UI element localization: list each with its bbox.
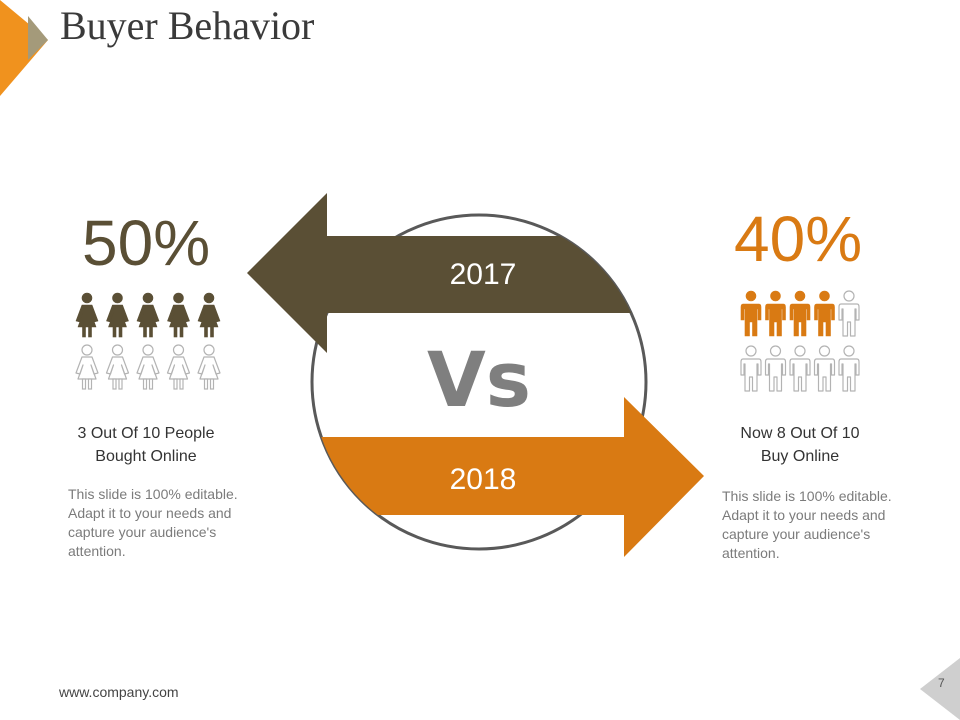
left-headline-line1: 3 Out Of 10 People bbox=[77, 425, 215, 442]
male-person-icon-outline bbox=[764, 345, 787, 392]
left-headline-line2: Bought Online bbox=[95, 448, 197, 465]
male-person-icon-outline bbox=[789, 345, 811, 392]
female-person-icon-filled bbox=[106, 292, 129, 338]
male-person-icon-outline bbox=[813, 345, 836, 392]
right-headline-line2: Buy Online bbox=[760, 448, 840, 465]
footer-url[interactable]: www.company.com bbox=[59, 684, 179, 700]
left-percent: 50% bbox=[82, 207, 211, 279]
arrow-2017-head bbox=[247, 193, 479, 353]
female-person-icon-filled bbox=[197, 292, 221, 338]
female-person-icon-outline bbox=[105, 344, 130, 390]
female-person-icon-outline bbox=[75, 344, 99, 390]
male-person-icon-outline bbox=[838, 345, 860, 392]
page-number-corner bbox=[920, 658, 960, 720]
female-person-icon-outline bbox=[197, 344, 221, 390]
female-person-icon-outline bbox=[166, 344, 191, 390]
year-2017-label: 2017 bbox=[450, 258, 517, 291]
male-person-icon-filled bbox=[765, 290, 786, 337]
male-person-icon-outline bbox=[838, 290, 860, 337]
page-title: Buyer Behavior bbox=[60, 3, 315, 48]
male-person-icon-filled bbox=[814, 290, 835, 337]
left-headline: 3 Out Of 10 People Bought Online bbox=[36, 422, 256, 468]
vs-label: Vs bbox=[427, 335, 531, 424]
right-headline: Now 8 Out Of 10 Buy Online bbox=[690, 422, 910, 468]
right-percent: 40% bbox=[734, 203, 863, 275]
right-people-icons bbox=[740, 290, 865, 395]
page-number: 7 bbox=[938, 676, 945, 690]
arrow-2018-head bbox=[490, 397, 704, 557]
female-person-icon-filled bbox=[136, 292, 160, 338]
female-person-icon-filled bbox=[75, 292, 99, 338]
left-people-icons bbox=[72, 292, 227, 392]
right-body-text: This slide is 100% editable. Adapt it to… bbox=[722, 488, 892, 561]
female-person-icon-outline bbox=[136, 344, 160, 390]
male-person-icon-filled bbox=[789, 290, 811, 337]
left-body-text: This slide is 100% editable. Adapt it to… bbox=[68, 486, 238, 559]
male-person-icon-outline bbox=[740, 345, 762, 392]
female-person-icon-filled bbox=[167, 292, 190, 338]
male-person-icon-filled bbox=[740, 290, 762, 337]
year-2018-label: 2018 bbox=[450, 463, 517, 496]
right-headline-line1: Now 8 Out Of 10 bbox=[740, 425, 860, 442]
corner-decoration bbox=[0, 0, 48, 96]
